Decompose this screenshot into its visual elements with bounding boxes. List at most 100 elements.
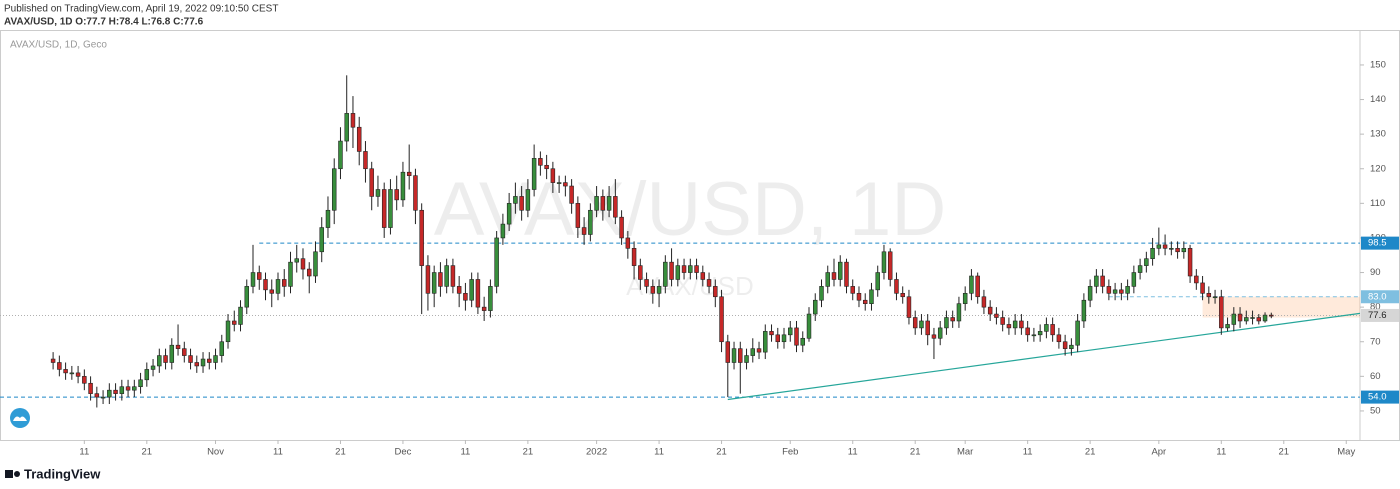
x-tick-label: 21 — [142, 447, 153, 458]
candle-body — [706, 279, 712, 287]
candle-body — [1069, 344, 1074, 349]
level-label-bg — [1361, 236, 1399, 250]
candle-body — [925, 320, 930, 336]
candle-body — [1137, 265, 1143, 273]
candle-body — [588, 209, 593, 235]
candle-body — [1244, 317, 1249, 322]
candle-body — [63, 369, 68, 374]
candle-body — [594, 196, 599, 211]
y-tick-label: 140 — [1370, 94, 1386, 105]
candle-body — [313, 251, 318, 277]
y-tick-label: 120 — [1370, 163, 1386, 174]
candle-body — [400, 171, 406, 201]
level-label: 54.0 — [1368, 392, 1387, 403]
brand: TradingView — [24, 466, 101, 481]
candle-body — [694, 265, 699, 273]
candle-body — [931, 334, 937, 339]
candle-body — [675, 265, 681, 280]
candle-body — [1162, 244, 1168, 249]
candle-body — [600, 196, 606, 211]
candle-body — [581, 227, 587, 235]
candle-body — [244, 286, 249, 308]
candle-body — [163, 355, 168, 363]
level-label-bg — [1361, 308, 1399, 322]
y-tick-label: 80 — [1370, 302, 1381, 313]
candle-body — [519, 196, 524, 211]
x-tick-label: 21 — [1278, 447, 1289, 458]
y-tick-label: 150 — [1370, 59, 1386, 70]
y-tick-label: 90 — [1370, 267, 1381, 278]
candle-body — [919, 320, 924, 329]
candle-body — [1094, 275, 1099, 287]
candle-body — [107, 389, 112, 398]
candle-body — [1237, 313, 1243, 322]
candle-body — [713, 286, 718, 298]
brand-icon-dot — [14, 471, 20, 477]
candle-body — [1262, 314, 1268, 322]
candle-body — [1156, 244, 1162, 249]
candle-body — [1006, 324, 1012, 329]
candle-body — [444, 265, 449, 287]
candle-body — [431, 272, 437, 294]
candle-body — [856, 292, 862, 301]
candle-body — [175, 344, 181, 349]
candle-body — [719, 296, 724, 343]
candle-body — [450, 265, 456, 287]
candle-body — [388, 189, 393, 228]
candle-body — [207, 358, 212, 363]
candle-body — [663, 261, 668, 287]
candle-body — [1062, 341, 1068, 349]
candle-body — [325, 209, 331, 228]
candle-body — [912, 317, 918, 329]
x-tick-label: 21 — [910, 447, 921, 458]
candle-body — [494, 237, 499, 287]
candle-body — [88, 382, 93, 394]
candle-body — [1225, 324, 1230, 329]
candle-body — [850, 286, 855, 294]
candle-body — [144, 369, 150, 381]
level-label: 77.6 — [1368, 310, 1387, 321]
candle-body — [469, 279, 474, 301]
x-tick-label: 21 — [523, 447, 534, 458]
candle-body — [1175, 248, 1180, 253]
candle-body — [806, 313, 812, 339]
candle-body — [125, 386, 131, 391]
candle-body — [550, 168, 556, 183]
candle-body — [232, 320, 237, 325]
ohlc-header: AVAX/USD, 1D O:77.7 H:78.4 L:76.8 C:77.6 — [4, 17, 204, 28]
candle-body — [475, 279, 481, 308]
candle-body — [257, 272, 262, 280]
candle-body — [725, 341, 731, 363]
candle-body — [613, 196, 618, 218]
candle-body — [338, 140, 343, 170]
candle-body — [282, 279, 287, 287]
candle-body — [75, 372, 81, 377]
candle-body — [638, 265, 643, 280]
candle-body — [1075, 320, 1080, 346]
candle-body — [681, 265, 687, 273]
candle-body — [531, 158, 537, 190]
candle-body — [138, 379, 143, 388]
candle-body — [975, 275, 980, 298]
x-tick-label: 21 — [335, 447, 346, 458]
candle-body — [188, 355, 193, 363]
candle-body — [644, 279, 649, 287]
candle-body — [1256, 317, 1262, 322]
candle-body — [994, 313, 999, 318]
candle-body — [1106, 286, 1112, 294]
candle-body — [800, 337, 805, 346]
candle-body — [844, 261, 849, 287]
candle-body — [513, 196, 518, 204]
candle-body — [506, 203, 512, 225]
candle-body — [987, 306, 993, 315]
candle-body — [813, 299, 818, 315]
candle-body — [456, 286, 462, 294]
candle-body — [500, 223, 506, 239]
candle-body — [1206, 292, 1212, 298]
candle-body — [250, 272, 256, 287]
candle-body — [1212, 296, 1218, 299]
candle-body — [169, 344, 175, 363]
candle-body — [825, 272, 830, 287]
candle-body — [981, 296, 987, 308]
x-tick-label: Apr — [1151, 447, 1166, 458]
